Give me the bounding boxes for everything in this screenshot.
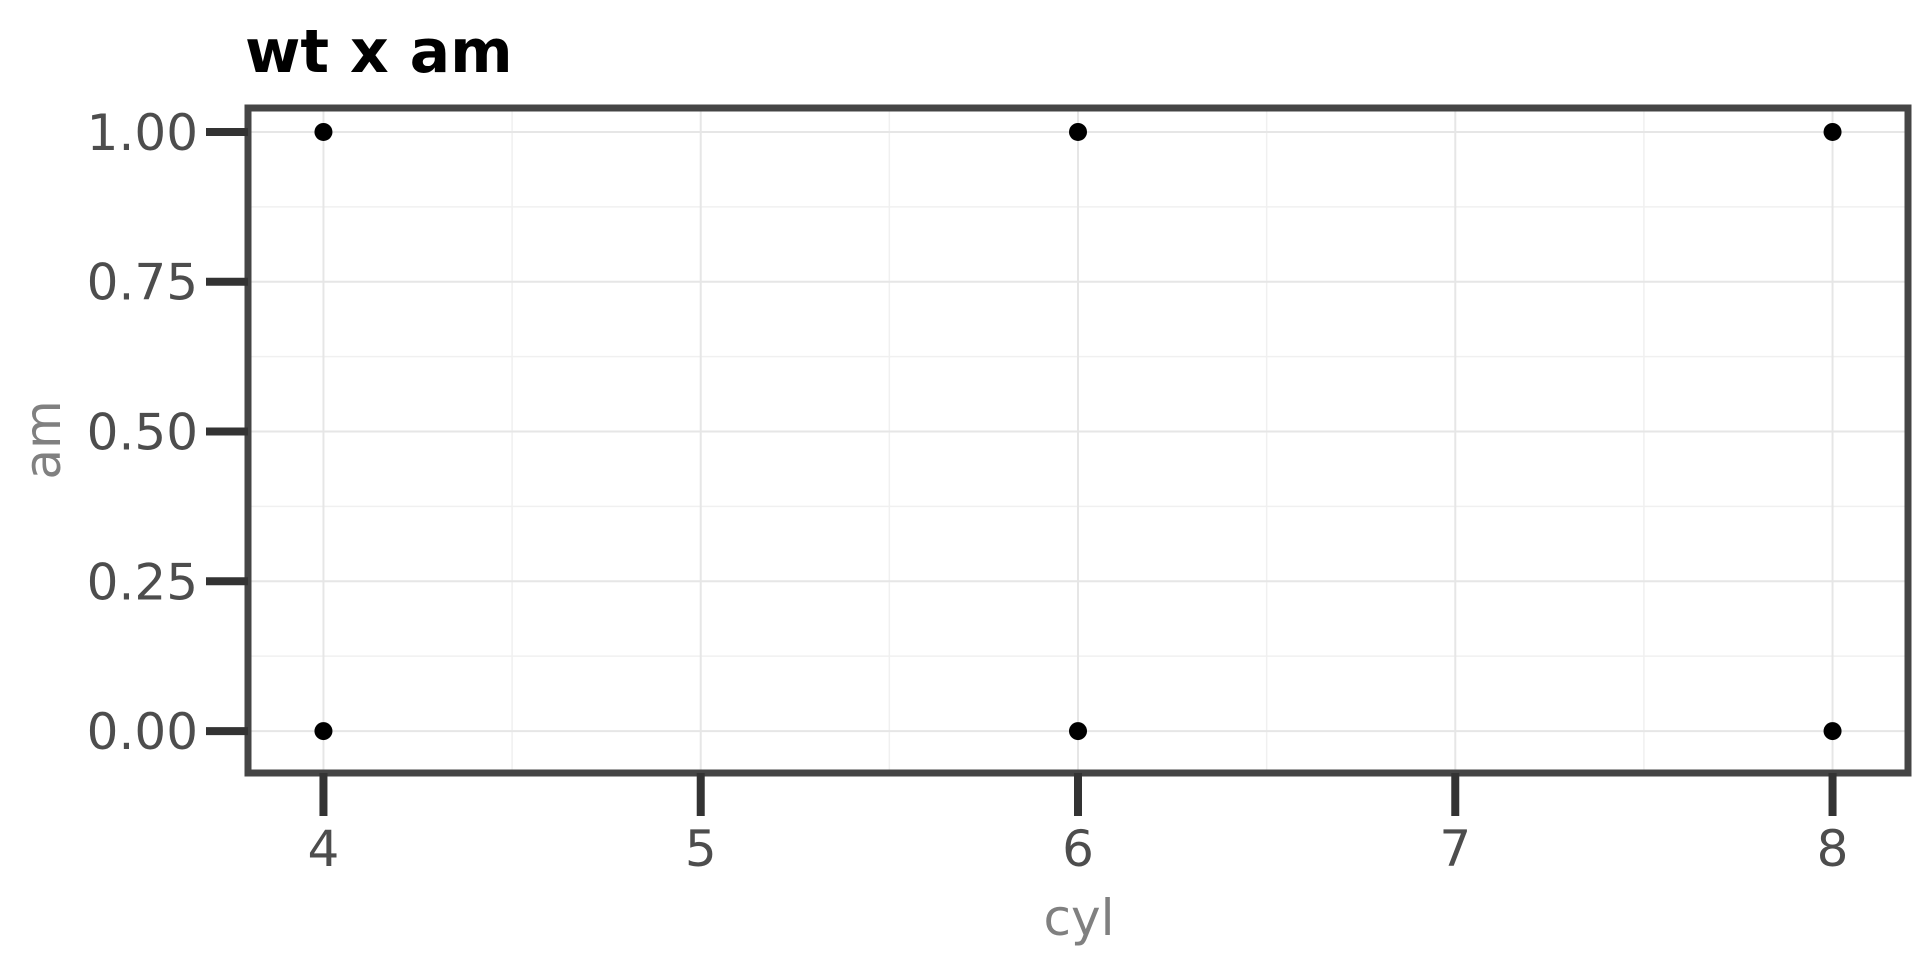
y-tick-label-3: 0.75 (87, 254, 198, 312)
data-point-0-2 (1823, 122, 1842, 141)
x-tick-label-1: 5 (685, 820, 717, 878)
data-point-0-1 (1069, 122, 1087, 141)
y-tick-label-4: 1.00 (87, 104, 198, 162)
ticks-layer: 0.00 0.25 0.50 0.75 1.00 4 5 6 7 8 (87, 104, 1849, 878)
y-tick-label-1: 0.25 (87, 553, 198, 611)
y-tick-label-2: 0.50 (87, 404, 198, 462)
data-point-0-5 (1823, 722, 1842, 741)
grid-layer (248, 108, 1908, 773)
x-tick-label-2: 6 (1062, 820, 1094, 878)
data-point-0-0 (314, 122, 333, 141)
points-layer (314, 122, 1842, 741)
data-point-0-3 (314, 722, 333, 741)
data-point-0-4 (1069, 722, 1087, 741)
x-tick-label-4: 8 (1817, 820, 1849, 878)
chart-title: wt x am (245, 17, 513, 87)
y-axis-title: am (14, 400, 72, 479)
y-tick-label-0: 0.00 (87, 703, 198, 761)
x-tick-label-3: 7 (1439, 820, 1471, 878)
x-axis-title: cyl (1044, 889, 1115, 947)
x-tick-label-0: 4 (308, 820, 340, 878)
